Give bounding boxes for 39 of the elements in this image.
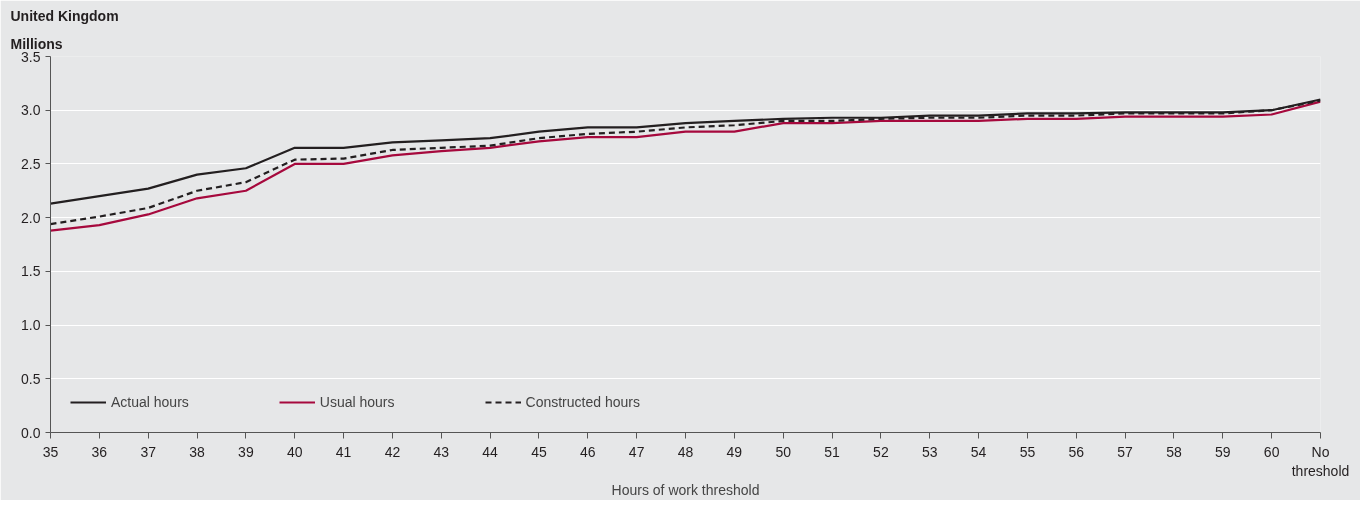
x-tick-label: 54 bbox=[970, 443, 987, 460]
x-tick-label: 35 bbox=[42, 443, 59, 460]
x-tick-label: 41 bbox=[335, 443, 352, 460]
x-tick-label: 40 bbox=[286, 443, 303, 460]
legend-label: Usual hours bbox=[319, 394, 395, 410]
y-tick-label: 0.5 bbox=[21, 370, 41, 387]
x-tick-label: 42 bbox=[384, 443, 401, 460]
x-tick-label: 45 bbox=[531, 443, 547, 460]
x-tick-label: 46 bbox=[580, 443, 596, 460]
x-tick-label: 50 bbox=[775, 443, 792, 460]
x-tick-label: 49 bbox=[726, 443, 743, 460]
x-tick-label: 60 bbox=[1263, 443, 1280, 460]
x-tick-label: 55 bbox=[1019, 443, 1036, 460]
x-tick-label: 37 bbox=[140, 443, 157, 460]
x-tick-label: 58 bbox=[1166, 443, 1182, 460]
x-tick-label: 48 bbox=[677, 443, 694, 460]
y-tick-label: 2.5 bbox=[21, 155, 41, 172]
x-tick-label: 47 bbox=[628, 443, 645, 460]
x-tick-label: 44 bbox=[482, 443, 499, 460]
legend-label: Constructed hours bbox=[525, 394, 640, 410]
x-tick-label: 59 bbox=[1215, 443, 1231, 460]
x-tick-label: 39 bbox=[238, 443, 254, 460]
y-tick-label: 2.0 bbox=[21, 209, 41, 226]
x-tick-label: 57 bbox=[1117, 443, 1134, 460]
x-tick-label: 52 bbox=[873, 443, 889, 460]
x-tick-label: No threshold bbox=[1291, 443, 1350, 479]
y-tick-label: 0.0 bbox=[21, 424, 41, 441]
x-tick-label: 36 bbox=[91, 443, 108, 460]
y-tick-label: 1.0 bbox=[21, 317, 41, 334]
x-axis-title: Hours of work threshold bbox=[611, 481, 760, 498]
legend-label: Actual hours bbox=[111, 394, 189, 410]
x-tick-label: 38 bbox=[189, 443, 206, 460]
x-tick-label: 43 bbox=[433, 443, 450, 460]
x-tick-label: 51 bbox=[824, 443, 841, 460]
x-tick-label: 53 bbox=[921, 443, 938, 460]
x-tick-label: 56 bbox=[1068, 443, 1085, 460]
y-tick-label: 3.0 bbox=[21, 102, 41, 119]
y-tick-label: 1.5 bbox=[21, 263, 41, 280]
chart-title: United Kingdom bbox=[10, 7, 119, 24]
